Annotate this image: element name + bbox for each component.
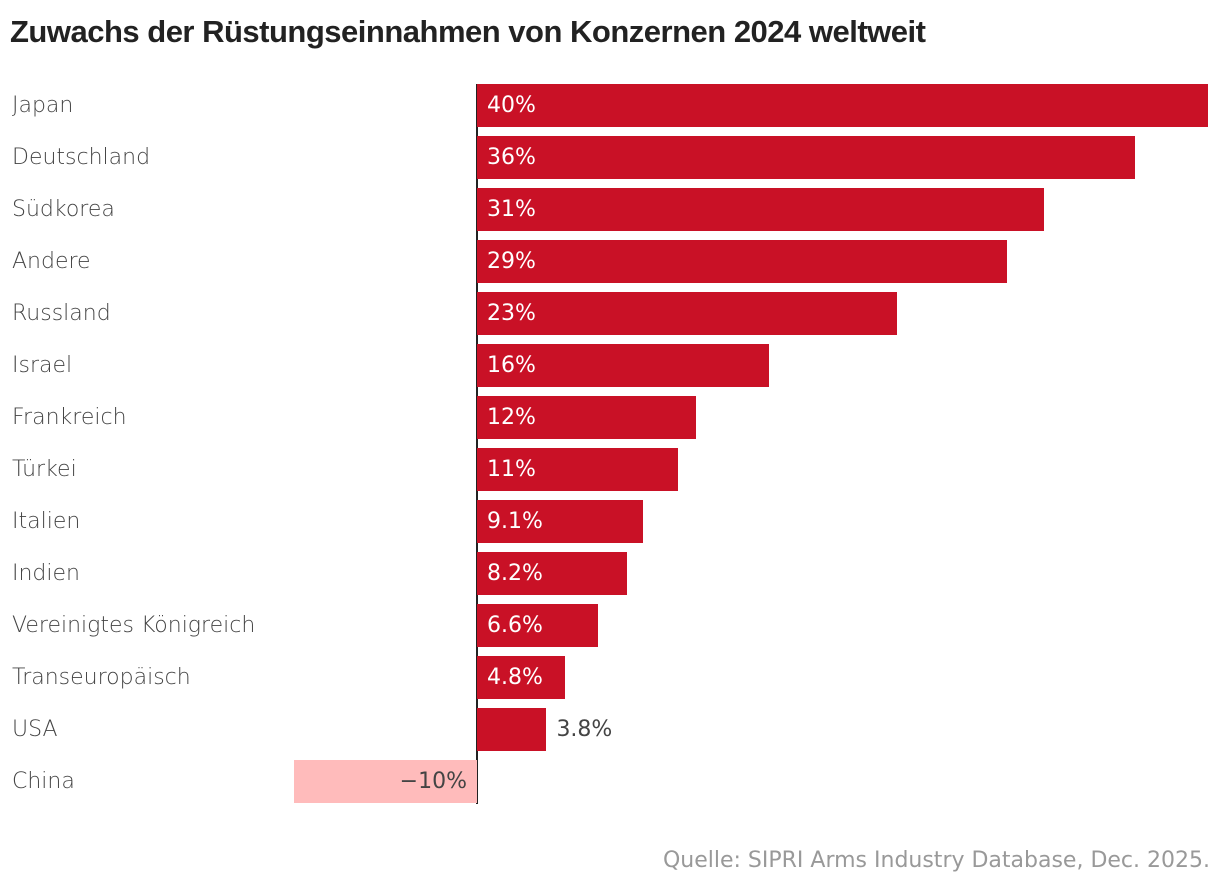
bar [477,448,679,491]
category-label: Indien [12,561,80,586]
bar [477,344,770,387]
bar [477,292,898,335]
category-label: Italien [12,509,81,534]
category-label: Türkei [12,457,77,482]
category-label: USA [12,717,58,742]
data-label: −10% [399,769,467,794]
data-label: 31% [487,197,536,222]
bar [477,396,697,439]
bar [477,500,644,543]
data-label: 11% [487,457,536,482]
bar [477,708,547,751]
category-label: Andere [12,249,91,274]
data-label: 8.2% [487,561,543,586]
bar [477,240,1007,283]
data-label: 16% [487,353,536,378]
bar [477,136,1135,179]
bar [477,84,1208,127]
category-label: Russland [12,301,111,326]
source-note: Quelle: SIPRI Arms Industry Database, De… [662,848,1210,873]
data-label: 36% [487,145,536,170]
category-label: Frankreich [12,405,127,430]
category-label: Deutschland [12,145,151,170]
data-label: 9.1% [487,509,543,534]
chart-title: Zuwachs der Rüstungseinnahmen von Konzer… [10,14,926,49]
data-label: 4.8% [487,665,543,690]
data-label: 6.6% [487,613,543,638]
zero-axis-line [476,84,478,804]
bar [477,604,598,647]
category-label: Israel [12,353,73,378]
bar [477,188,1044,231]
bar [477,656,565,699]
data-label: 12% [487,405,536,430]
data-label: 29% [487,249,536,274]
category-label: Japan [12,93,74,118]
bar [477,552,627,595]
data-label: 3.8% [556,717,613,742]
category-label: Südkorea [12,197,115,222]
data-label: 40% [487,93,536,118]
data-label: 23% [487,301,536,326]
bar [294,760,477,803]
category-label: Vereinigtes Königreich [12,613,256,638]
category-label: Transeuropäisch [12,665,191,690]
category-label: China [12,769,75,794]
